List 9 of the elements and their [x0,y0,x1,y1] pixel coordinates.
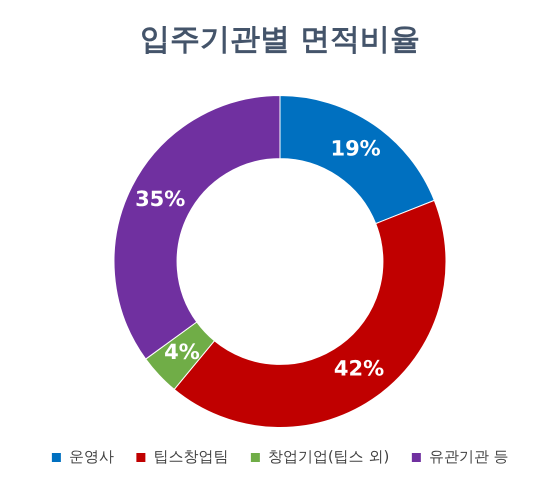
legend-label: 유관기관 등 [428,447,509,466]
legend-label: 팁스창업팀 [153,447,228,466]
data-label: 4% [164,340,200,364]
legend-label: 운영사 [68,447,114,466]
data-label: 42% [334,356,384,381]
chart-title: 입주기관별 면적비율 [140,22,420,57]
legend-label: 창업기업(팁스 외) [268,447,390,466]
data-label: 19% [330,136,381,161]
data-label: 35% [135,186,186,211]
